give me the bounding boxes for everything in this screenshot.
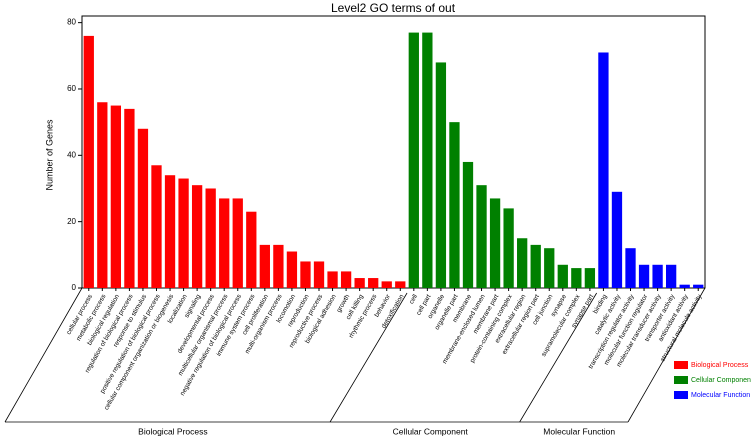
bar [408, 32, 419, 289]
y-tick-label: 80 [67, 18, 76, 27]
group-divider [519, 292, 597, 423]
bar [313, 261, 325, 288]
bar [489, 198, 501, 288]
bar [354, 278, 365, 288]
bar [462, 161, 474, 288]
group-divider [627, 287, 706, 423]
bar [449, 122, 460, 289]
legend-swatch [674, 376, 688, 384]
group-divider [4, 287, 83, 423]
bar [286, 251, 298, 288]
bar [83, 35, 94, 289]
plot-frame [81, 15, 706, 289]
bar [151, 165, 162, 288]
bar [503, 208, 514, 288]
chart-title: Level2 GO terms of out [331, 1, 456, 15]
bar [476, 185, 487, 288]
bar [557, 264, 568, 288]
bar [205, 188, 216, 288]
bar [530, 244, 541, 288]
group-label: Molecular Function [543, 426, 615, 436]
bar [665, 264, 677, 288]
bar [652, 264, 663, 288]
legend-label: Cellular Component [691, 377, 751, 384]
bar [693, 284, 704, 288]
bar [571, 268, 582, 288]
y-tick-label: 20 [67, 217, 76, 226]
bar [611, 191, 623, 288]
bar [232, 198, 243, 288]
bar [259, 244, 270, 288]
bar [368, 278, 379, 288]
x-tick-label: cell [408, 293, 419, 305]
legend-swatch [674, 361, 688, 369]
group-divider [329, 292, 408, 423]
bar [381, 281, 392, 288]
bar [517, 238, 528, 288]
bar [340, 271, 352, 288]
bar [395, 281, 406, 288]
legend-swatch [674, 391, 688, 399]
bar [137, 128, 149, 288]
bar [273, 244, 284, 288]
y-axis-label: Number of Genes [44, 119, 54, 191]
bar [584, 268, 596, 288]
bar [598, 52, 609, 288]
legend-label: Molecular Function [691, 392, 750, 399]
legend-label: Biological Process [691, 362, 749, 369]
bar [246, 211, 257, 288]
bar [110, 105, 122, 288]
bar [178, 178, 189, 288]
bar [435, 62, 447, 288]
bar [164, 175, 176, 288]
bar [191, 185, 203, 288]
bar [422, 32, 433, 289]
y-tick-label: 0 [72, 283, 77, 292]
y-tick-label: 40 [67, 150, 76, 159]
group-label: Cellular Component [393, 426, 469, 436]
y-tick-label: 60 [67, 84, 76, 93]
bar [544, 248, 555, 288]
bar [327, 271, 338, 288]
bar [219, 198, 230, 288]
bar [638, 264, 650, 288]
bar [679, 284, 690, 288]
bar [97, 102, 108, 289]
bar [300, 261, 311, 288]
group-label: Biological Process [138, 426, 207, 436]
bar [625, 248, 636, 288]
bar [124, 108, 135, 288]
